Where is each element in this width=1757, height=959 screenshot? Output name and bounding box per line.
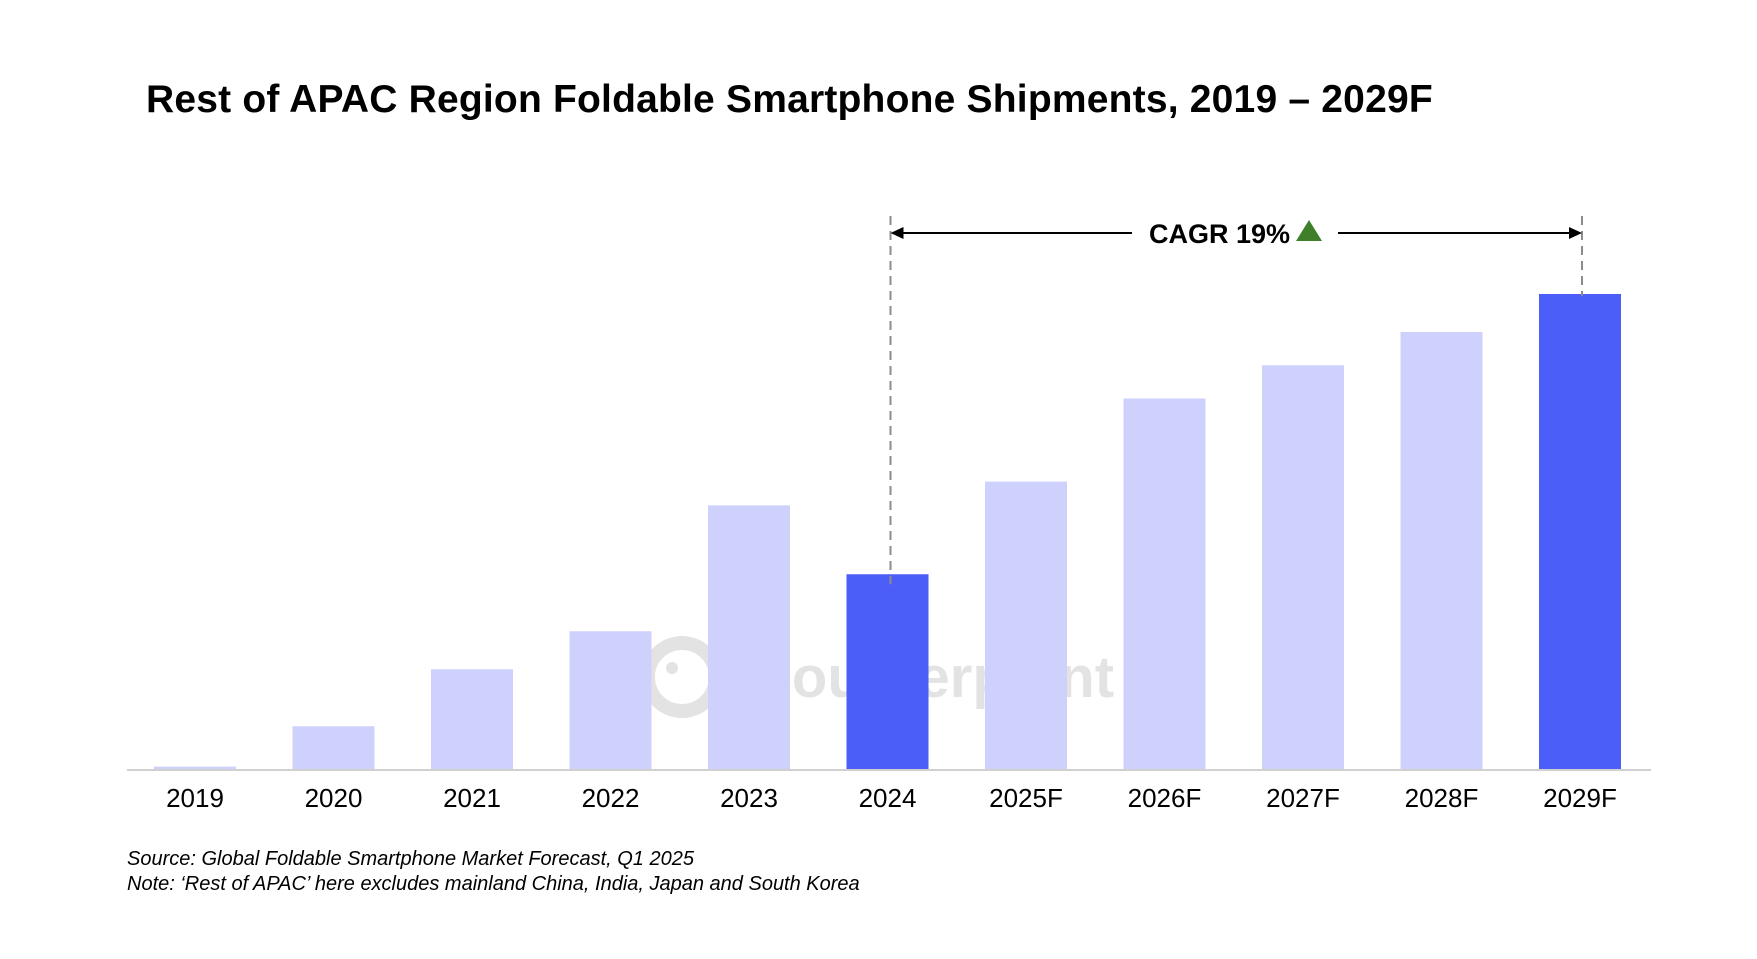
bar-2024 bbox=[846, 574, 929, 769]
cagr-annotation: CAGR 19% bbox=[889, 216, 1583, 585]
bar-2027F bbox=[1262, 365, 1344, 769]
x-tick-label-2025F: 2025F bbox=[989, 783, 1063, 813]
bar-2023 bbox=[708, 505, 790, 769]
bar-2022 bbox=[569, 631, 652, 769]
cagr-up-triangle-icon bbox=[1296, 220, 1322, 241]
x-tick-label-2029F: 2029F bbox=[1543, 783, 1617, 813]
x-tick-label-2028F: 2028F bbox=[1405, 783, 1479, 813]
chart-title: Rest of APAC Region Foldable Smartphone … bbox=[146, 78, 1433, 121]
bar-2019 bbox=[154, 766, 236, 769]
x-tick-label-2019: 2019 bbox=[166, 783, 224, 813]
bar-2026F bbox=[1123, 398, 1206, 769]
bar-2025F bbox=[985, 481, 1067, 769]
bars bbox=[154, 294, 1621, 769]
bar-2028F bbox=[1400, 332, 1483, 769]
x-tick-label-2024: 2024 bbox=[859, 783, 917, 813]
x-tick-label-2021: 2021 bbox=[443, 783, 501, 813]
x-tick-label-2026F: 2026F bbox=[1128, 783, 1202, 813]
x-tick-label-2027F: 2027F bbox=[1266, 783, 1340, 813]
x-tick-label-2022: 2022 bbox=[582, 783, 640, 813]
source-text: Source: Global Foldable Smartphone Marke… bbox=[127, 848, 694, 870]
cagr-arrowhead-left bbox=[890, 227, 904, 239]
note-text: Note: ‘Rest of APAC’ here excludes mainl… bbox=[127, 873, 860, 895]
x-tick-label-2023: 2023 bbox=[720, 783, 778, 813]
cagr-arrowhead-right bbox=[1569, 227, 1582, 239]
bar-2020 bbox=[292, 726, 375, 769]
bar-2029F bbox=[1539, 294, 1621, 769]
x-tick-label-2020: 2020 bbox=[305, 783, 363, 813]
cagr-label: CAGR 19% bbox=[1149, 219, 1290, 249]
x-axis-labels: 2019 2020 2021 2022 2023 2024 2025F 2026F 2027F 2… bbox=[166, 783, 1617, 813]
bar-2021 bbox=[431, 669, 513, 769]
